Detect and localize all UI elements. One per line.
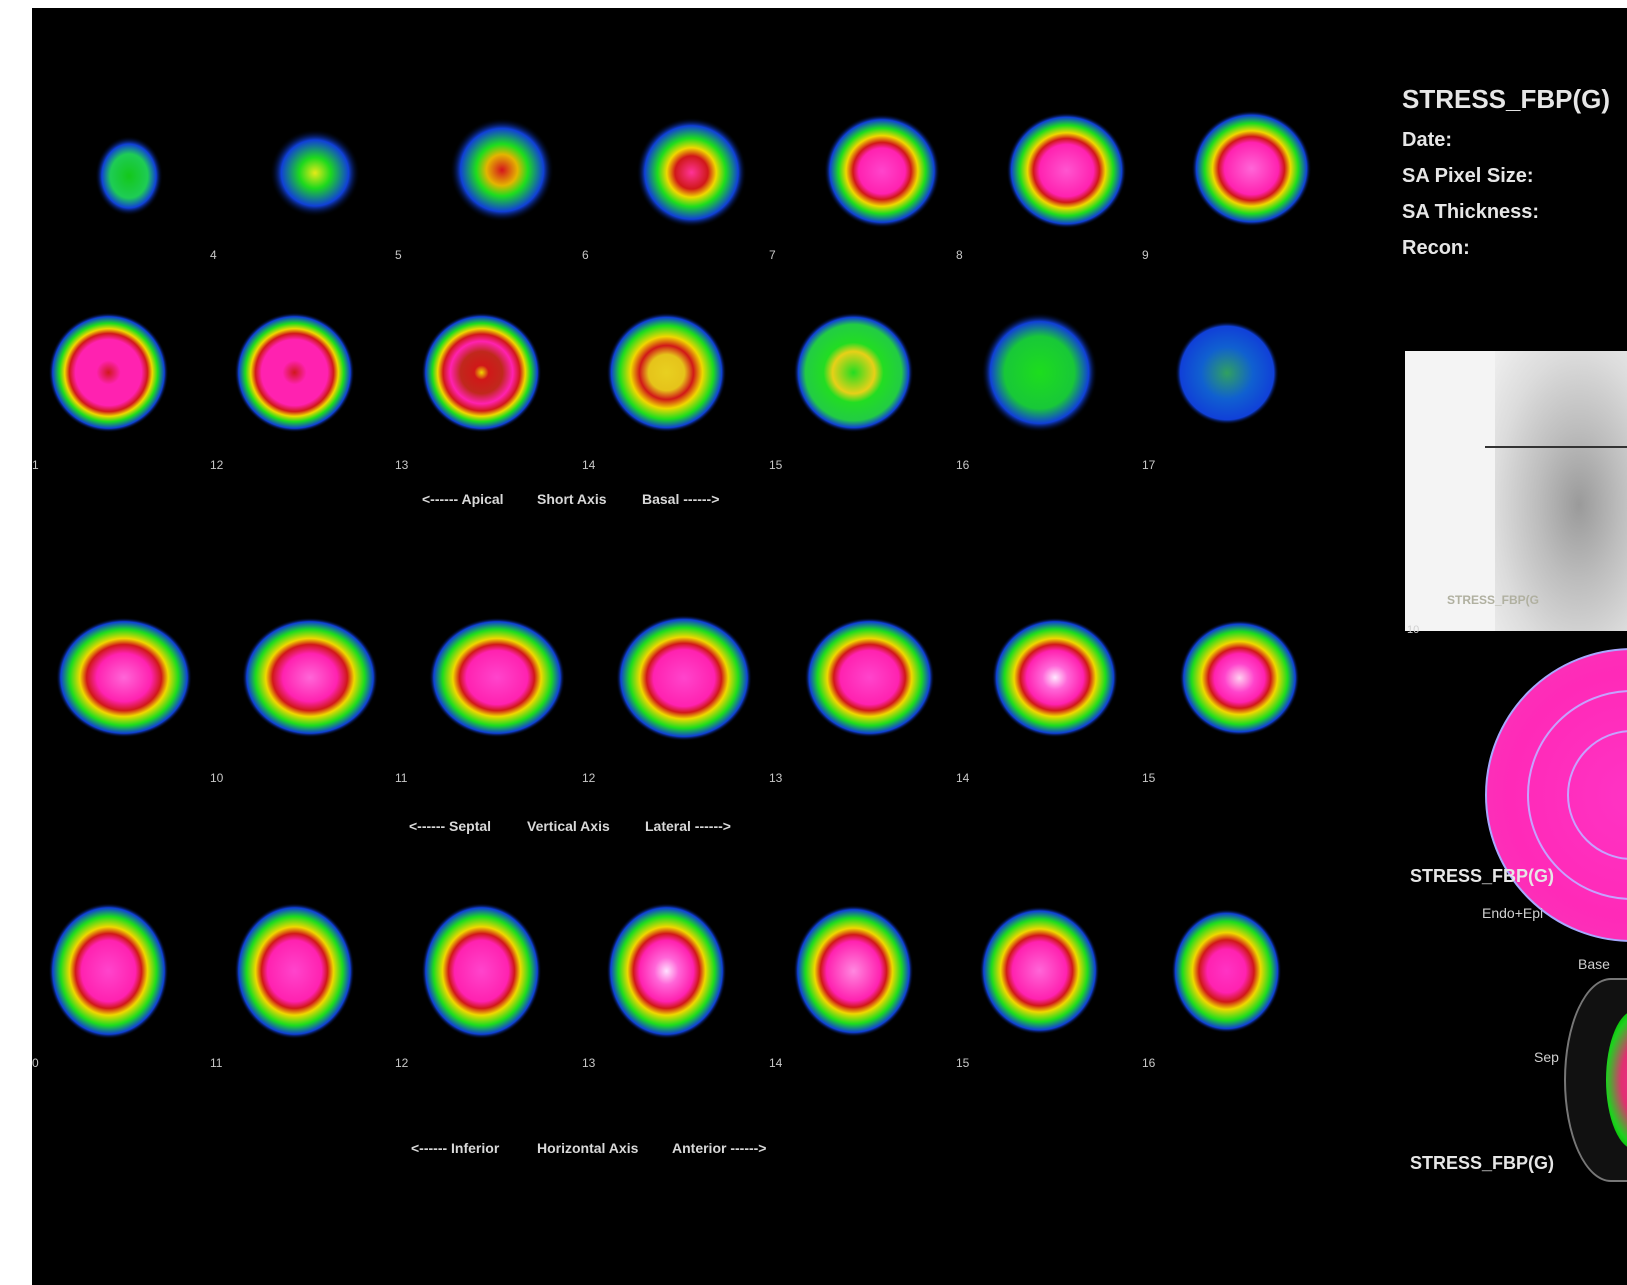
slice-image xyxy=(1187,108,1317,238)
slice-number: 14 xyxy=(582,458,596,472)
mesh-surface xyxy=(1606,1010,1627,1150)
slice-number: 16 xyxy=(1142,1056,1156,1070)
vertical-axis-lateral-label: Lateral ------> xyxy=(645,818,731,834)
horizontal-axis-inferior-label: <------ Inferior xyxy=(411,1140,500,1156)
slice-image xyxy=(1002,108,1132,238)
slice-number: 8 xyxy=(956,248,963,262)
slice-image xyxy=(789,901,919,1041)
slice-image xyxy=(417,308,547,438)
slice-number: 12 xyxy=(582,771,596,785)
slice-image xyxy=(230,901,360,1041)
spect-viewer: 4 5 6 7 8 9 1 12 13 14 15 1 xyxy=(32,8,1627,1285)
thickness-label: SA Thickness: xyxy=(1402,201,1540,223)
slice-image xyxy=(437,108,567,238)
slice-image xyxy=(627,108,757,238)
slice-number: 13 xyxy=(769,771,783,785)
slice-image xyxy=(789,308,919,438)
short-axis-title: Short Axis xyxy=(537,491,607,507)
slice-image xyxy=(975,901,1105,1041)
polar-caption: Endo+Epi xyxy=(1482,905,1544,921)
slice-image xyxy=(602,308,732,438)
3d-mesh-view xyxy=(1564,978,1627,1182)
slice-image xyxy=(44,901,174,1041)
short-axis-row-2: 1 12 13 14 15 16 17 xyxy=(32,308,1402,478)
slice-image xyxy=(1170,613,1310,743)
study-title: STRESS_FBP(G) xyxy=(1402,84,1611,114)
slice-number: 6 xyxy=(582,248,589,262)
slice-image xyxy=(252,108,382,238)
slice-image xyxy=(602,901,732,1041)
slice-number: 11 xyxy=(395,771,408,785)
slice-image xyxy=(427,613,567,743)
slice-image xyxy=(230,308,360,438)
slice-image xyxy=(1162,901,1292,1041)
slice-number: 11 xyxy=(210,1056,223,1070)
slice-number: 10 xyxy=(210,771,224,785)
short-axis-basal-label: Basal ------> xyxy=(642,491,720,507)
slice-number: 14 xyxy=(769,1056,783,1070)
slice-image xyxy=(44,308,174,438)
horizontal-axis-row: 0 11 12 13 14 15 16 xyxy=(32,901,1402,1091)
slice-number: 4 xyxy=(210,248,217,262)
slice-image xyxy=(817,108,947,238)
short-axis-row-1: 4 5 6 7 8 9 xyxy=(32,108,1402,268)
slice-number: 17 xyxy=(1142,458,1156,472)
mesh-base-label: Base xyxy=(1578,956,1610,972)
slice-number: 15 xyxy=(769,458,783,472)
planar-image: STRESS_FBP(G xyxy=(1405,351,1627,631)
polar-title: STRESS_FBP(G) xyxy=(1410,866,1555,886)
slice-image xyxy=(975,308,1105,438)
vertical-axis-septal-label: <------ Septal xyxy=(409,818,492,834)
short-axis-apical-label: <------ Apical xyxy=(422,491,504,507)
slice-image xyxy=(800,613,940,743)
slice-number: 14 xyxy=(956,771,970,785)
slice-image xyxy=(240,613,380,743)
pixel-size-label: SA Pixel Size: xyxy=(1402,165,1534,187)
horizontal-axis-anterior-label: Anterior ------> xyxy=(672,1140,767,1156)
slice-image xyxy=(67,108,197,238)
mesh-sep-label: Sep xyxy=(1534,1049,1559,1065)
vertical-axis-title: Vertical Axis xyxy=(527,818,610,834)
slice-image xyxy=(54,613,194,743)
vertical-axis-row: 10 11 12 13 14 15 xyxy=(32,613,1402,788)
planar-frame-number: 10 xyxy=(1407,624,1420,636)
slice-number: 9 xyxy=(1142,248,1149,262)
planar-overlay-text: STRESS_FBP(G xyxy=(1447,593,1540,607)
slice-image xyxy=(1162,308,1292,438)
slice-number: 16 xyxy=(956,458,970,472)
polar-map xyxy=(1485,648,1627,942)
slice-number: 7 xyxy=(769,248,776,262)
recon-label: Recon: xyxy=(1402,237,1470,259)
planar-shade xyxy=(1495,351,1627,631)
slice-image xyxy=(985,613,1125,743)
slice-number: 5 xyxy=(395,248,402,262)
slice-number: 15 xyxy=(956,1056,970,1070)
date-label: Date: xyxy=(1402,129,1453,151)
slice-number: 12 xyxy=(210,458,224,472)
slice-image xyxy=(417,901,547,1041)
slice-number: 0 xyxy=(32,1056,39,1070)
bottom-title: STRESS_FBP(G) xyxy=(1410,1153,1555,1173)
slice-number: 1 xyxy=(32,458,39,472)
slice-image xyxy=(614,613,754,743)
slice-number: 13 xyxy=(582,1056,596,1070)
slice-number: 13 xyxy=(395,458,409,472)
slice-number: 15 xyxy=(1142,771,1156,785)
slice-number: 12 xyxy=(395,1056,409,1070)
horizontal-axis-title: Horizontal Axis xyxy=(537,1140,639,1156)
planar-marker-line xyxy=(1485,446,1627,448)
